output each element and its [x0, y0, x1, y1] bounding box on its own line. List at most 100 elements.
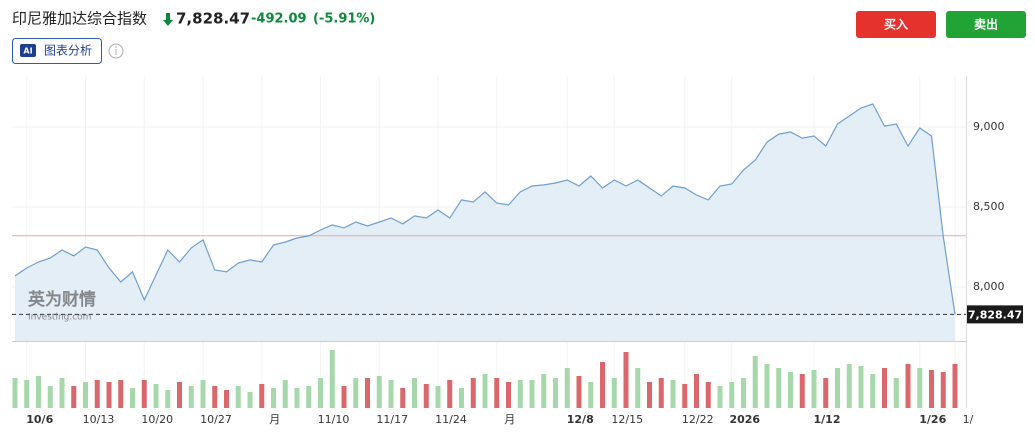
volume-bar	[459, 388, 464, 408]
volume-bar	[329, 350, 335, 408]
watermark-cn: 英为财情	[28, 289, 96, 310]
plot: 8,000 8,500 9,000 10/6 10/13 10/20 10/27 月 11/10…	[12, 76, 1023, 426]
sell-button[interactable]	[946, 11, 1026, 38]
volume-bar	[952, 364, 958, 408]
x-tick-label: 10/20	[141, 413, 173, 426]
volume-bar	[494, 378, 500, 408]
volume-bar	[24, 380, 30, 408]
volume-bar	[470, 378, 476, 408]
last-price-label: 7,828.47	[968, 308, 1022, 321]
volume-bar	[47, 386, 53, 408]
volume-bar	[835, 368, 840, 408]
x-tick-label: 1/	[963, 413, 974, 426]
volume-bar	[447, 380, 453, 408]
volume-bar	[776, 368, 782, 408]
volume-bar	[870, 374, 876, 408]
volume-bar	[83, 382, 88, 408]
volume-bar	[71, 386, 77, 408]
volume-bar	[717, 386, 723, 408]
x-tick-label: 月	[504, 413, 515, 426]
volume-bar	[200, 380, 206, 408]
x-tick-label: 12/22	[682, 413, 714, 426]
x-tick-label: 2026	[729, 413, 760, 426]
volume-bar	[752, 356, 758, 408]
volume-bar	[623, 352, 629, 408]
volume-bar	[611, 378, 617, 408]
volume-bar	[893, 378, 899, 408]
volume-bar	[905, 364, 911, 408]
volume-bar	[435, 386, 441, 408]
ai-badge-text: AI	[23, 47, 32, 56]
volume-bar	[59, 378, 65, 408]
index-name: 印尼雅加达综合指数	[12, 10, 147, 28]
volume-bar	[306, 386, 312, 408]
volume-bar	[529, 380, 535, 408]
price-area	[15, 104, 955, 341]
x-tick-label: 12/15	[611, 413, 643, 426]
change: -492.09	[251, 12, 307, 27]
price: 7,828.47	[176, 10, 250, 28]
volume-bar	[882, 368, 887, 408]
volume-bar	[588, 382, 594, 408]
volume-bar	[658, 378, 664, 408]
volume-bar	[600, 362, 605, 408]
volume-bar	[741, 378, 746, 408]
x-tick-label: 1/26	[919, 413, 946, 426]
buy-label[interactable]: 买入	[884, 18, 908, 32]
volume-bar	[506, 382, 511, 408]
sell-label[interactable]: 卖出	[974, 17, 998, 32]
volume-bar	[729, 382, 735, 408]
volume-bar	[576, 376, 582, 408]
volume-bar	[517, 380, 523, 408]
info-icon[interactable]	[108, 43, 124, 59]
volume-bar	[846, 364, 852, 408]
volume-bar	[259, 384, 265, 408]
volume-bar	[482, 374, 488, 408]
volume-bar	[12, 378, 18, 408]
volume-bar	[271, 388, 276, 408]
volume-bar	[188, 386, 194, 408]
x-tick-label: 月	[269, 413, 280, 426]
volume-bar	[553, 378, 558, 408]
volume-bar	[388, 380, 394, 408]
info-icon-dot	[115, 46, 117, 48]
volume-bar	[165, 390, 171, 408]
volume-bar	[141, 380, 147, 408]
volume-bar	[682, 384, 688, 408]
volume-bar	[247, 392, 253, 408]
y-tick-label: 8,500	[973, 200, 1005, 213]
x-tick-label: 10/6	[26, 413, 53, 426]
ai-badge	[20, 44, 36, 57]
volume-bar	[564, 368, 570, 408]
x-tick-label: 10/27	[200, 413, 232, 426]
volume-bar	[799, 374, 805, 408]
last-price-tag	[967, 305, 1023, 324]
x-tick-label: 12/8	[567, 413, 594, 426]
volume-bar	[929, 370, 934, 408]
price-line	[14, 103, 956, 315]
volume-bar	[118, 380, 124, 408]
volume-bar	[917, 368, 923, 408]
volume-bar	[212, 386, 218, 408]
volume-bar	[177, 382, 182, 408]
down-arrow	[163, 13, 173, 26]
volume-bar	[130, 388, 135, 408]
x-tick-label: 11/17	[376, 413, 408, 426]
volume-bar	[294, 388, 300, 408]
ai-label[interactable]: 图表分析	[44, 44, 92, 58]
volume-bar	[423, 384, 429, 408]
x-tick-label: 1/12	[814, 413, 841, 426]
volume-bar	[36, 376, 41, 408]
volume-bar	[341, 386, 347, 408]
buy-button[interactable]	[856, 11, 936, 38]
volume-bar	[153, 384, 159, 408]
volume-bar	[811, 370, 817, 408]
volume-bar	[353, 378, 359, 408]
volume-bar	[282, 380, 288, 408]
y-tick-label: 8,000	[973, 280, 1005, 293]
volume-bar	[224, 390, 229, 408]
volume-bar	[635, 368, 641, 408]
volume-bar	[858, 366, 864, 408]
x-tick-label: 11/10	[318, 413, 350, 426]
